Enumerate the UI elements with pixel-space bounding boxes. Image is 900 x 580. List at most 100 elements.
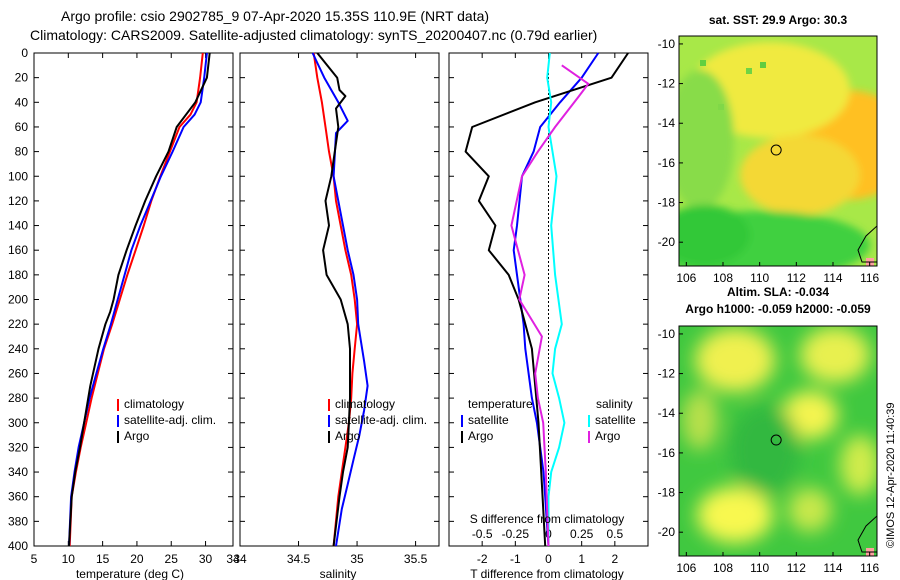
- legend-swatch-sal-satellite: [588, 415, 590, 427]
- legend-label-argo: Argo: [335, 429, 361, 443]
- sla-high: [800, 327, 870, 383]
- sla-high: [682, 390, 718, 450]
- sla-field: [682, 327, 877, 543]
- legend-swatch-sal-argo: [588, 431, 590, 443]
- t-difference-tick-label: -2: [477, 552, 488, 566]
- salinity-tick-label: 34: [233, 552, 247, 566]
- map-lat-tick-label: -18: [658, 486, 676, 500]
- salinity-line-1: [311, 52, 369, 547]
- sst-pixel: [700, 60, 706, 66]
- sst-pixel: [760, 62, 766, 68]
- float-position-marker: [770, 144, 782, 156]
- temperature-tick-label: 30: [199, 552, 213, 566]
- temperature-tick-label: 10: [62, 552, 76, 566]
- sst-map-axes: 106 108 110 112 114 116 -10 -12 -14 -16 -18 -20: [658, 37, 880, 285]
- sla-heatmap: [679, 326, 877, 556]
- legend-label-sal-satellite: satellite: [595, 413, 636, 427]
- temperature-tick-label: 34: [226, 552, 240, 566]
- s-difference-tick-label: 0.5: [606, 527, 623, 541]
- s-difference-axis: -0.5-0.2500.250.5: [472, 527, 624, 541]
- sla-map-axes: 106 108 110 112 114 116 -10 -12 -14 -16 -18 -20: [658, 327, 880, 575]
- temperature-tick-label: 5: [31, 552, 38, 566]
- legend-label-climatology: climatology: [335, 397, 395, 411]
- difference-series: [464, 52, 629, 547]
- legend-swatch-satellite-adj: [117, 415, 119, 427]
- sla-high: [788, 488, 832, 532]
- salinity-plot-frame: [239, 52, 440, 547]
- sla-map-title-line2: Argo h1000: -0.059 h2000: -0.059: [685, 302, 871, 316]
- temperature-axis: 5 10 15 20 25 30 34: [31, 53, 240, 566]
- temperature-panel: 0204060801001201401601802002202402602803…: [8, 46, 648, 580]
- t-difference-tick-label: 0: [545, 552, 552, 566]
- depth-tick-label: 220: [8, 317, 28, 331]
- sst-map-title: sat. SST: 29.9 Argo: 30.3: [709, 13, 848, 27]
- salinity-tick-label: 35.5: [404, 552, 428, 566]
- map-lat-tick-label: -12: [658, 77, 676, 91]
- temperature-line-0: [68, 52, 204, 547]
- depth-tick-label: 280: [8, 391, 28, 405]
- depth-tick-label: 60: [15, 120, 29, 134]
- map-lon-tick-label: 112: [787, 561, 806, 575]
- legend-label-sal-argo: Argo: [595, 429, 621, 443]
- s-difference-tick-label: 0.25: [570, 527, 594, 541]
- legend-swatch-argo: [328, 431, 330, 443]
- legend-label-argo: Argo: [124, 429, 150, 443]
- sst-yellow-mid: [740, 135, 860, 215]
- difference-legend: temperature satellite Argo salinity sate…: [461, 397, 636, 443]
- sla-low: [730, 405, 800, 495]
- map-lon-tick-label: 108: [713, 561, 733, 575]
- map-lat-tick-label: -10: [658, 327, 676, 341]
- temperature-axis-label: temperature (deg C): [76, 567, 184, 580]
- difference-line-3: [510, 64, 590, 547]
- s-difference-axis-label: S difference from climatology: [470, 512, 625, 526]
- sst-map-panel: sat. SST: 29.9 Argo: 30.3 106 108 110 112 11…: [658, 13, 880, 285]
- depth-tick-label: 140: [8, 219, 28, 233]
- sst-green-west: [679, 70, 734, 210]
- coastline: [857, 515, 877, 553]
- depth-tick-label: 100: [8, 169, 28, 183]
- legend-swatch-argo: [117, 431, 119, 443]
- map-lat-tick-label: -16: [658, 446, 676, 460]
- sla-high: [840, 435, 877, 495]
- map-lon-tick-label: 116: [860, 561, 879, 575]
- legend-label-temp-argo: Argo: [468, 429, 494, 443]
- t-difference-axis-label: T difference from climatology: [470, 567, 624, 580]
- map-lon-tick-label: 108: [713, 271, 733, 285]
- sst-field: [679, 42, 877, 266]
- depth-tick-label: 80: [15, 145, 29, 159]
- t-difference-axis: -2 -1 0 1 2: [477, 53, 618, 566]
- map-lon-tick-label: 116: [860, 271, 879, 285]
- depth-tick-label: 360: [8, 490, 28, 504]
- t-difference-tick-label: -1: [510, 552, 521, 566]
- map-lat-tick-label: -14: [658, 116, 676, 130]
- depth-axis: 0 20 40 60 80 100 120 140 160 180 200 220 240 260 280 3…: [8, 46, 648, 553]
- map-lon-tick-label: 112: [787, 271, 806, 285]
- temperature-legend: climatology satellite-adj. clim. Argo: [117, 397, 216, 443]
- map-lat-tick-label: -10: [658, 37, 676, 51]
- depth-tick-label: 200: [8, 293, 28, 307]
- sst-pixel: [746, 68, 752, 74]
- map-lat-tick-label: -18: [658, 196, 676, 210]
- coastline: [857, 225, 877, 263]
- s-difference-tick-label: -0.5: [472, 527, 493, 541]
- legend-swatch-satellite-adj: [328, 415, 330, 427]
- legend-swatch-temp-satellite: [461, 415, 463, 427]
- t-difference-tick-label: 1: [578, 552, 585, 566]
- map-lon-tick-label: 110: [750, 561, 769, 575]
- sla-high: [695, 328, 775, 392]
- s-difference-tick-label: -0.25: [502, 527, 530, 541]
- float-position-marker: [770, 434, 782, 446]
- depth-tick-label: 20: [15, 71, 29, 85]
- difference-panel: -2 -1 0 1 2 -0.5 -0.25 0 0.25 0.5 S difference f…: [448, 52, 649, 580]
- map-lon-tick-label: 106: [676, 561, 696, 575]
- legend-label-climatology: climatology: [124, 397, 184, 411]
- depth-tick-label: 0: [21, 46, 28, 60]
- salinity-series: [311, 52, 369, 547]
- depth-tick-label: 260: [8, 366, 28, 380]
- t-difference-tick-label: 2: [611, 552, 618, 566]
- figure-title-line2: Climatology: CARS2009. Satellite-adjuste…: [30, 27, 597, 43]
- salinity-axis: 34 34.5 35 35.5: [233, 53, 428, 566]
- map-lat-tick-label: -14: [658, 406, 676, 420]
- salinity-panel: 34 34.5 35 35.5 salinity climatology satell…: [233, 52, 440, 580]
- difference-line-1: [464, 52, 629, 547]
